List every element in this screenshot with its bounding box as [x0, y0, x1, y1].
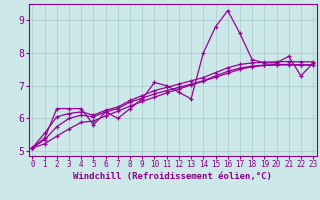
X-axis label: Windchill (Refroidissement éolien,°C): Windchill (Refroidissement éolien,°C) [73, 172, 272, 181]
